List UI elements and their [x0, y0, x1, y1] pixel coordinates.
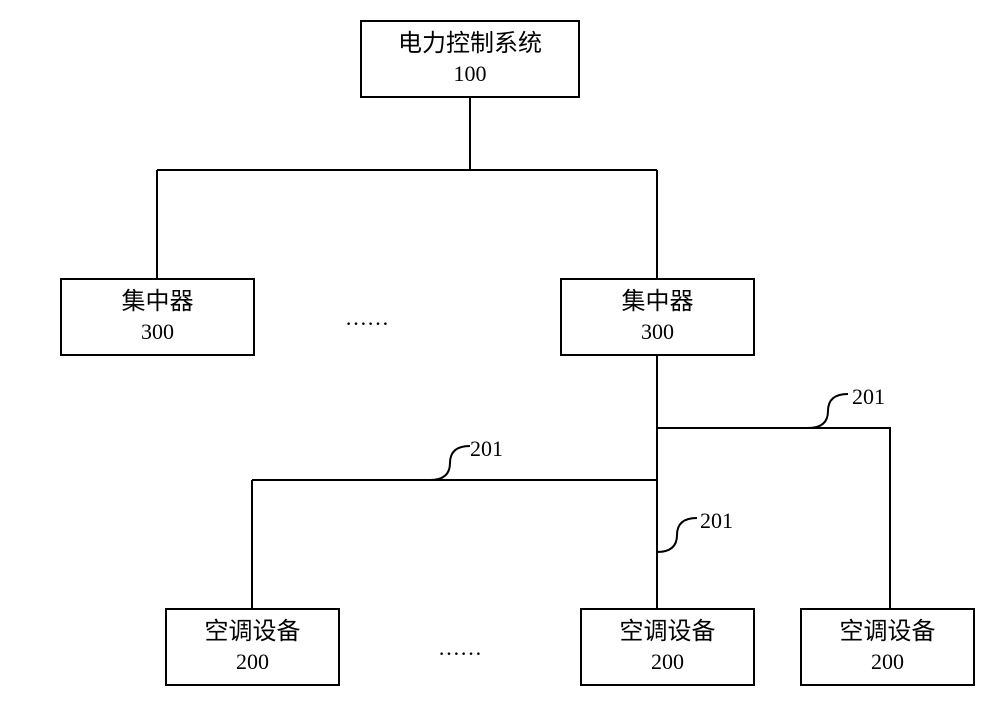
edge-hook [430, 446, 470, 480]
node-num: 300 [641, 318, 674, 347]
node-num: 300 [141, 318, 174, 347]
node-concentrator-1: 集中器 300 [60, 278, 255, 356]
node-num: 200 [871, 648, 904, 677]
edge-label-201: 201 [470, 436, 503, 462]
node-title: 空调设备 [620, 617, 716, 648]
node-ac-2: 空调设备 200 [580, 608, 755, 686]
node-concentrator-2: 集中器 300 [560, 278, 755, 356]
node-title: 集中器 [622, 287, 694, 318]
node-num: 200 [651, 648, 684, 677]
node-title: 集中器 [122, 287, 194, 318]
node-title: 空调设备 [840, 617, 936, 648]
node-ac-1: 空调设备 200 [165, 608, 340, 686]
edge-hook [657, 518, 697, 552]
node-ac-3: 空调设备 200 [800, 608, 975, 686]
ellipsis: …… [438, 635, 482, 661]
node-num: 200 [236, 648, 269, 677]
edge-hook [808, 394, 848, 428]
node-num: 100 [454, 60, 487, 89]
node-title: 电力控制系统 [398, 29, 542, 60]
node-title: 空调设备 [205, 617, 301, 648]
ellipsis: …… [345, 305, 389, 331]
edge-label-201: 201 [852, 384, 885, 410]
node-root: 电力控制系统 100 [360, 20, 580, 98]
edge-label-201: 201 [700, 508, 733, 534]
